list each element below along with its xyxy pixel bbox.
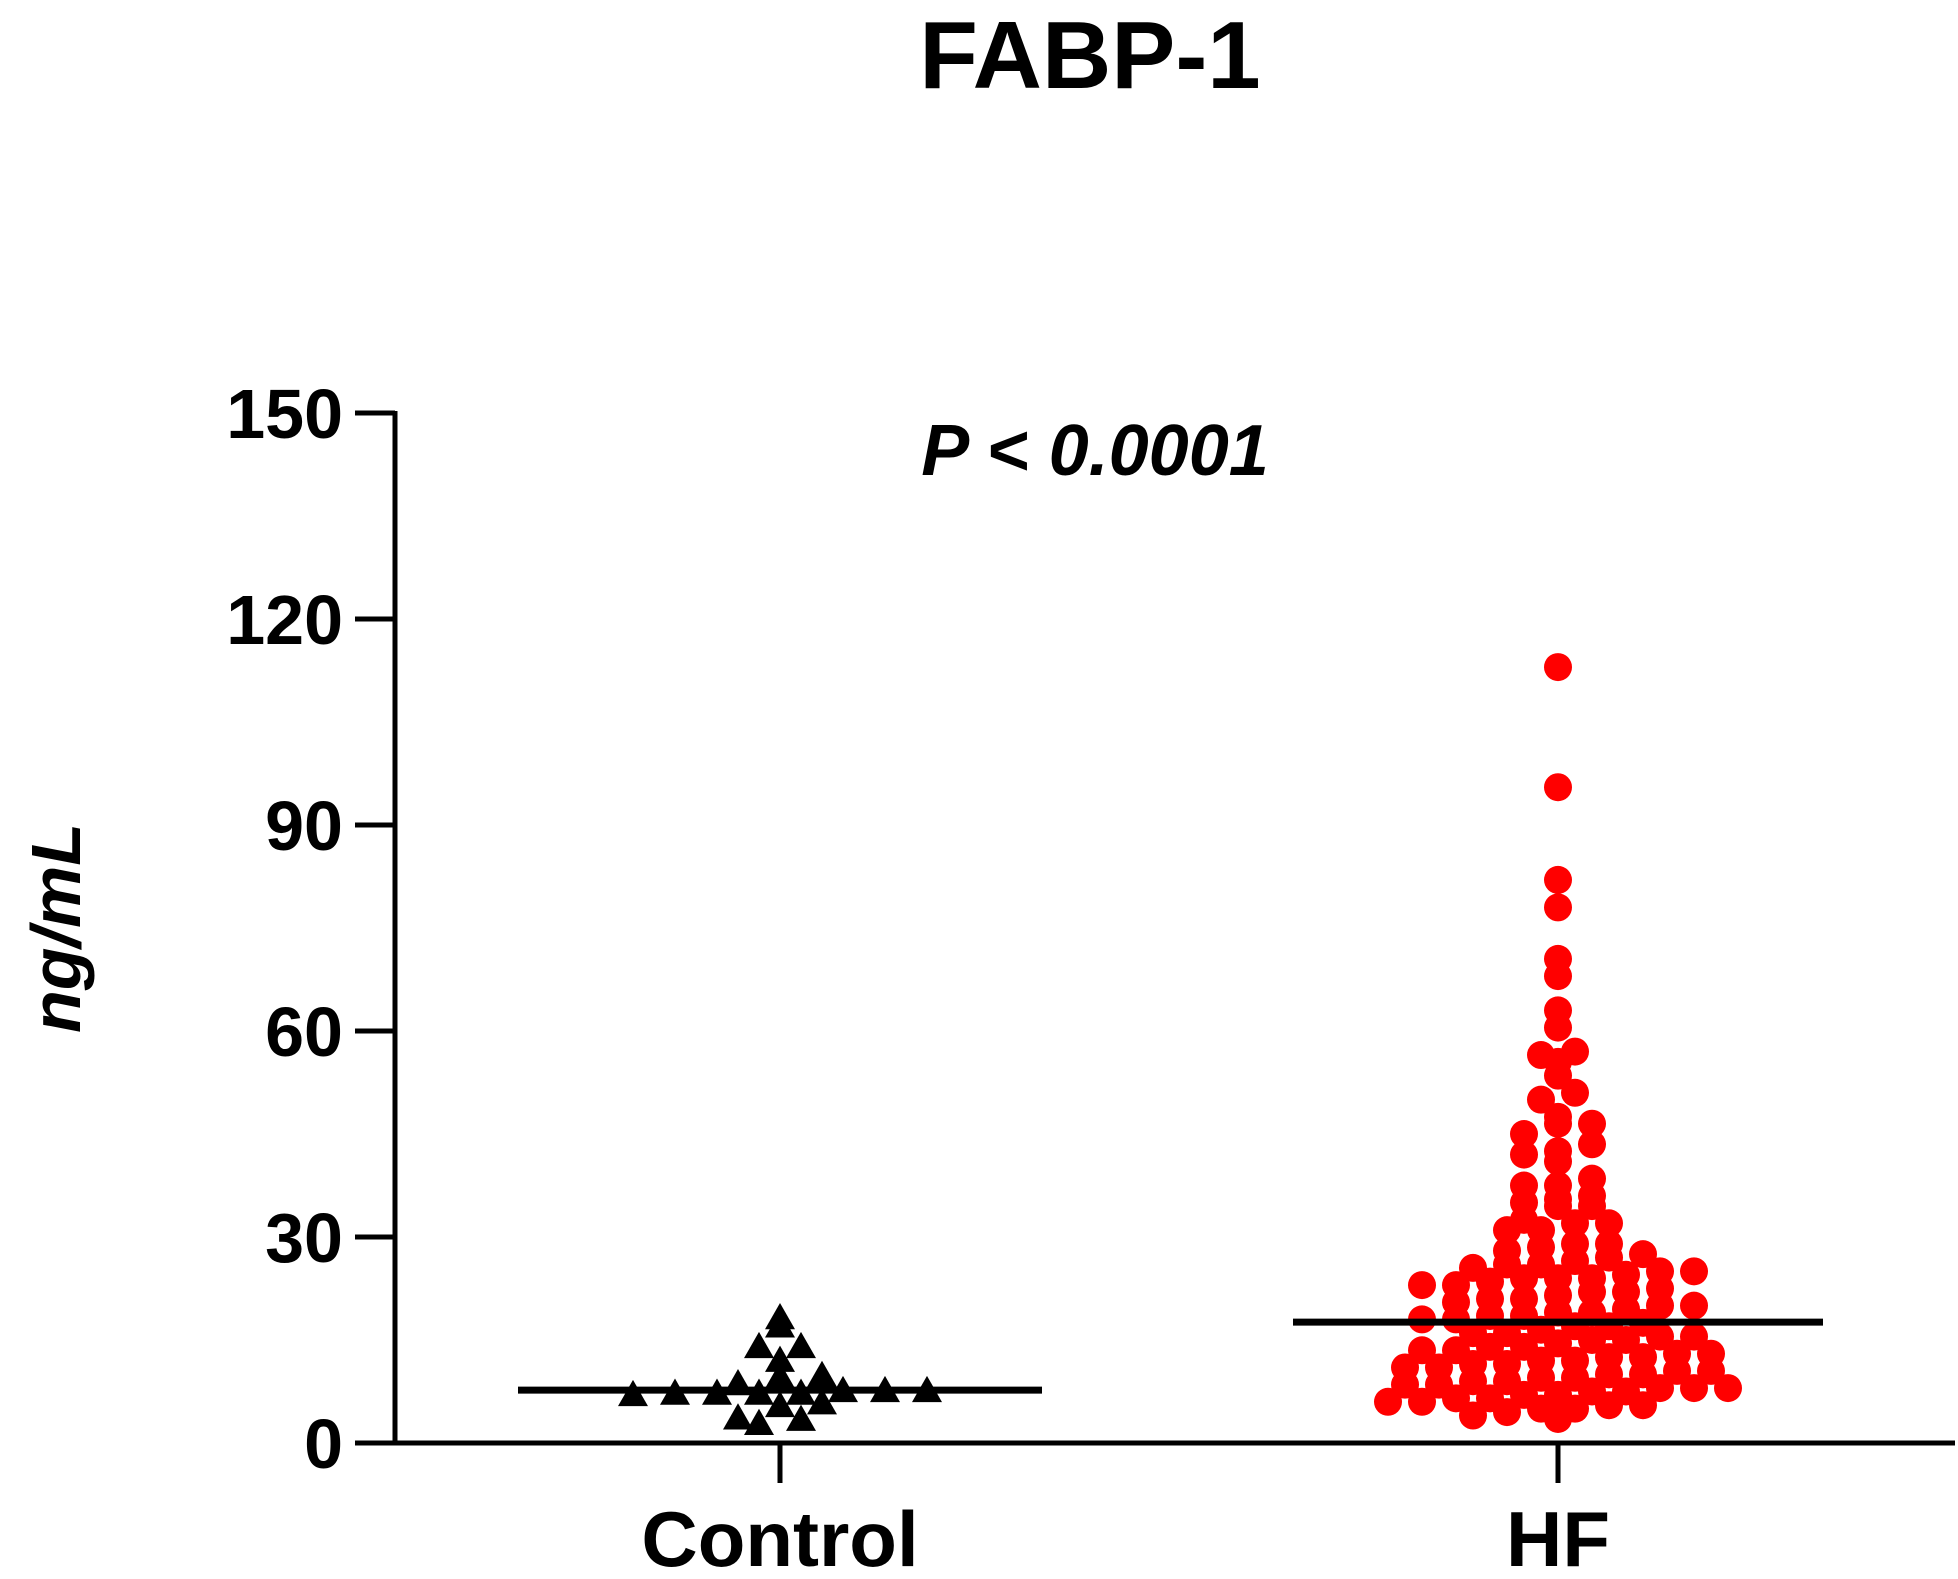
data-point-hf <box>1544 773 1572 802</box>
data-point-hf <box>1680 1322 1708 1351</box>
median-lines <box>518 1318 1823 1394</box>
data-point-hf <box>1680 1257 1708 1286</box>
data-point-hf <box>1544 893 1572 922</box>
data-point-hf <box>1442 1336 1470 1365</box>
data-point-control <box>744 1331 774 1359</box>
data-point-hf <box>1408 1387 1436 1416</box>
data-point-hf <box>1544 996 1572 1025</box>
data-point-hf <box>1629 1343 1657 1372</box>
data-point-hf <box>1442 1271 1470 1300</box>
y-axis-label: ng/mL <box>17 823 95 1033</box>
data-point-control <box>765 1303 795 1330</box>
data-point-hf <box>1578 1164 1606 1193</box>
y-tick-label-90: 90 <box>265 787 343 865</box>
data-point-hf <box>1527 1041 1555 1070</box>
data-point-hf <box>1578 1264 1606 1293</box>
data-point-hf <box>1629 1240 1657 1269</box>
data-point-control <box>723 1403 753 1430</box>
data-point-hf <box>1391 1353 1419 1382</box>
data-point-control <box>765 1390 795 1418</box>
data-point-hf <box>1680 1374 1708 1403</box>
y-tick-label-60: 60 <box>265 993 343 1071</box>
data-point-hf <box>1544 944 1572 973</box>
data-point-hf <box>1646 1257 1674 1286</box>
x-tick-label-control: Control <box>641 1495 918 1574</box>
y-tick-label-150: 150 <box>226 375 343 453</box>
data-point-hf <box>1459 1253 1487 1282</box>
data-point-hf <box>1374 1387 1402 1416</box>
data-point-hf <box>1510 1284 1538 1313</box>
data-point-hf <box>1561 1078 1589 1107</box>
axes <box>355 411 1955 1446</box>
data-point-hf <box>1578 1109 1606 1138</box>
data-point-hf <box>1595 1229 1623 1258</box>
data-point-hf <box>1561 1229 1589 1258</box>
data-point-hf <box>1510 1120 1538 1148</box>
data-point-control <box>786 1331 816 1359</box>
y-tick-label-0: 0 <box>304 1405 343 1483</box>
data-point-hf <box>1612 1377 1640 1406</box>
data-point-control <box>765 1362 795 1389</box>
data-point-hf <box>1476 1384 1504 1413</box>
data-point-hf <box>1578 1130 1606 1159</box>
data-point-control <box>786 1404 816 1431</box>
data-point-hf <box>1595 1209 1623 1238</box>
y-tick-label-30: 30 <box>265 1199 343 1277</box>
chart-title: FABP-1 <box>919 2 1260 109</box>
data-point-hf <box>1510 1140 1538 1169</box>
data-point-hf <box>1544 1102 1572 1131</box>
data-point-hf <box>1408 1271 1436 1300</box>
data-points <box>618 653 1742 1436</box>
data-point-control <box>807 1360 837 1387</box>
data-point-hf <box>1493 1236 1521 1265</box>
p-value-annotation: P < 0.0001 <box>921 411 1269 491</box>
x-tick-label-hf: HF <box>1506 1495 1610 1574</box>
data-point-hf <box>1544 653 1572 682</box>
data-point-hf <box>1561 1209 1589 1238</box>
data-point-hf <box>1544 865 1572 894</box>
data-point-hf <box>1544 1171 1572 1200</box>
y-tick-label-120: 120 <box>226 581 343 659</box>
data-point-hf <box>1544 1137 1572 1166</box>
data-point-hf <box>1680 1291 1708 1320</box>
data-point-control <box>807 1388 837 1415</box>
data-point-hf <box>1527 1085 1555 1114</box>
data-point-hf <box>1561 1037 1589 1066</box>
data-point-hf <box>1493 1350 1521 1379</box>
data-point-hf <box>1425 1353 1453 1382</box>
data-point-hf <box>1544 1380 1572 1409</box>
data-point-hf <box>1408 1336 1436 1365</box>
data-point-hf <box>1697 1339 1725 1368</box>
data-point-hf <box>1459 1401 1487 1430</box>
data-point-hf <box>1595 1343 1623 1372</box>
data-point-hf <box>1561 1346 1589 1375</box>
data-point-hf <box>1510 1171 1538 1200</box>
ticks: 0 30 60 90 120 150 Control HF <box>226 375 1610 1579</box>
data-point-hf <box>1663 1339 1691 1368</box>
data-point-hf <box>1612 1260 1640 1289</box>
data-point-control <box>765 1345 795 1372</box>
data-point-hf <box>1714 1374 1742 1403</box>
data-point-hf <box>1493 1319 1521 1348</box>
